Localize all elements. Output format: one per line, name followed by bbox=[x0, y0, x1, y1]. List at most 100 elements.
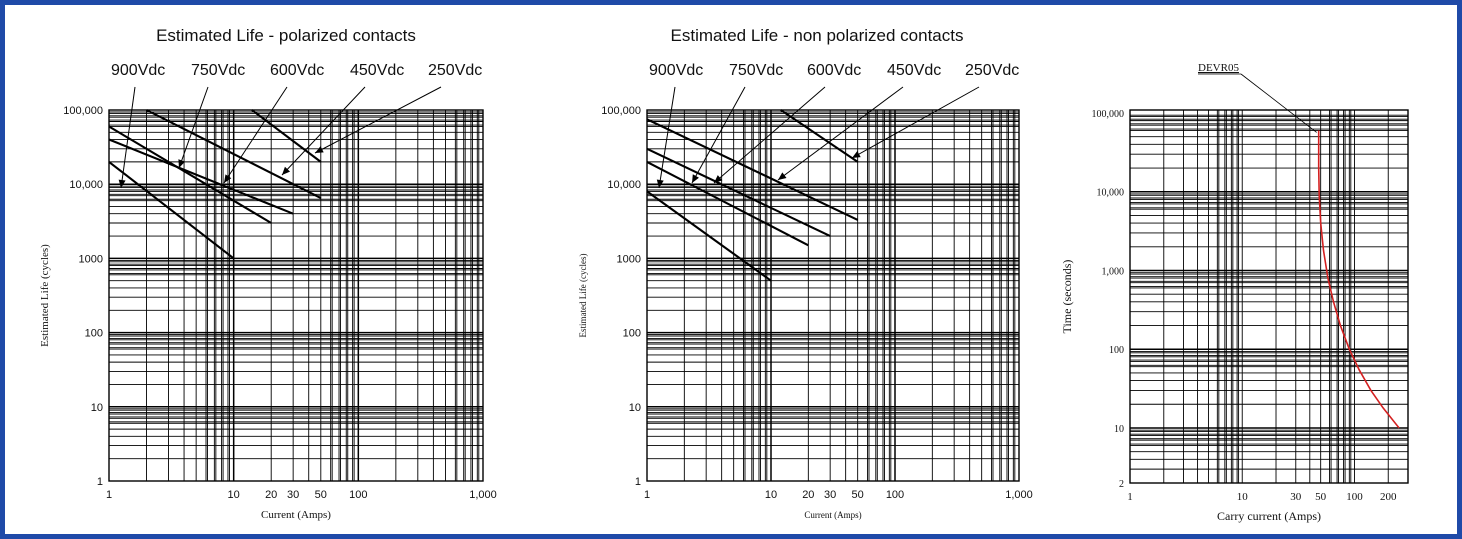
x-tick-label: 200 bbox=[1380, 491, 1397, 503]
series-line-450vdc bbox=[646, 118, 859, 221]
label-leader bbox=[691, 86, 746, 184]
y-tick-label: 100,000 bbox=[1092, 109, 1125, 120]
series-label-750vdc: 750Vdc bbox=[729, 62, 783, 79]
x-tick-label: 20 bbox=[265, 489, 277, 501]
series-label-600vdc: 600Vdc bbox=[807, 62, 861, 79]
series-label-600vdc: 600Vdc bbox=[270, 62, 324, 79]
chart-title: Estimated Life - non polarized contacts bbox=[671, 26, 964, 45]
series-line-250vdc bbox=[251, 109, 322, 163]
x-tick-label: 1 bbox=[644, 489, 650, 501]
label-leader bbox=[178, 86, 209, 169]
x-tick-label: 100 bbox=[1346, 491, 1363, 503]
arrow-head bbox=[315, 146, 324, 153]
series-line-600vdc bbox=[108, 125, 272, 224]
x-tick-label: 10 bbox=[1237, 491, 1249, 503]
x-tick-label: 30 bbox=[824, 489, 836, 501]
x-tick-label: 50 bbox=[1315, 491, 1327, 503]
plot-frame bbox=[108, 109, 484, 482]
series-line-900vdc bbox=[108, 161, 235, 260]
x-tick-label: 100 bbox=[886, 489, 904, 501]
chart-2: Estimated Life - non polarized contacts 1… bbox=[578, 26, 1033, 520]
arrow-head bbox=[178, 159, 185, 168]
arrow-head bbox=[852, 151, 861, 158]
x-tick-label: 10 bbox=[765, 489, 777, 501]
plot-frame bbox=[646, 109, 1020, 482]
series-label-250vdc: 250Vdc bbox=[428, 62, 482, 79]
arrow-head bbox=[282, 166, 291, 175]
x-tick-label: 1,000 bbox=[469, 489, 497, 501]
y-tick-label: 1,000 bbox=[1102, 266, 1125, 277]
y-tick-label: 10 bbox=[629, 402, 641, 414]
series-line-450vdc bbox=[146, 109, 322, 200]
series-line-900vdc bbox=[646, 190, 772, 282]
label-leader bbox=[658, 86, 676, 189]
y-tick-label: 10,000 bbox=[1097, 188, 1125, 199]
y-tick-label: 10 bbox=[91, 402, 103, 414]
y-tick-label: 1 bbox=[635, 476, 641, 488]
series-label-250vdc: 250Vdc bbox=[965, 62, 1019, 79]
series-label-900vdc: 900Vdc bbox=[649, 62, 703, 79]
arrow-head bbox=[656, 179, 664, 188]
chart-3: 1 10 30 50 100 200 2 10 100 1,000 10,000 100,000 Car… bbox=[1060, 62, 1409, 523]
y-tick-label: 100,000 bbox=[601, 105, 641, 117]
y-tick-label: 10,000 bbox=[607, 179, 641, 191]
chart-1: Estimated Life - polarized contacts 1 10 20… bbox=[39, 26, 497, 521]
y-tick-label: 100,000 bbox=[63, 105, 103, 117]
x-tick-label: 100 bbox=[349, 489, 367, 501]
x-gridlines bbox=[146, 110, 480, 481]
y-axis-label: Estimated Life (cycles) bbox=[39, 244, 51, 347]
x-gridlines bbox=[1163, 110, 1389, 483]
y-tick-label: 10,000 bbox=[69, 179, 103, 191]
y-gridlines bbox=[1130, 114, 1408, 470]
x-axis-label: Carry current (Amps) bbox=[1217, 509, 1321, 523]
series-label-750vdc: 750Vdc bbox=[191, 62, 245, 79]
y-tick-label: 1000 bbox=[79, 253, 103, 265]
series-label-devr05: DEVR05 bbox=[1198, 62, 1239, 74]
label-leader bbox=[713, 86, 826, 184]
y-tick-label: 2 bbox=[1119, 479, 1124, 490]
arrow-head bbox=[692, 174, 699, 183]
figure-frame: Estimated Life - polarized contacts 1 10 20… bbox=[5, 5, 1457, 534]
arrow-head bbox=[224, 174, 232, 183]
y-tick-label: 100 bbox=[85, 328, 103, 340]
label-leader bbox=[777, 86, 904, 181]
x-tick-label: 30 bbox=[1290, 491, 1302, 503]
x-axis-label: Current (Amps) bbox=[804, 510, 861, 520]
y-axis-label: Time (seconds) bbox=[1060, 260, 1074, 334]
chart-title: Estimated Life - polarized contacts bbox=[156, 26, 416, 45]
x-tick-label: 20 bbox=[802, 489, 814, 501]
series-label-450vdc: 450Vdc bbox=[887, 62, 941, 79]
plot-frame bbox=[1129, 109, 1409, 484]
series-line-750vdc bbox=[108, 138, 294, 215]
series-line-devr05 bbox=[1317, 130, 1400, 429]
label-leader bbox=[1240, 73, 1317, 133]
y-tick-label: 100 bbox=[623, 328, 641, 340]
series-line-600vdc bbox=[646, 147, 831, 238]
series-line-750vdc bbox=[646, 160, 809, 247]
y-gridlines bbox=[647, 111, 1019, 460]
label-leader bbox=[314, 86, 442, 154]
x-tick-label: 1 bbox=[1127, 491, 1133, 503]
y-tick-label: 10 bbox=[1114, 424, 1124, 435]
y-tick-label: 1000 bbox=[617, 253, 641, 265]
arrow-head bbox=[118, 179, 126, 188]
x-tick-label: 30 bbox=[287, 489, 299, 501]
series-label-900vdc: 900Vdc bbox=[111, 62, 165, 79]
arrow-head bbox=[778, 172, 787, 180]
y-tick-label: 100 bbox=[1109, 345, 1124, 356]
arrow-head bbox=[714, 175, 723, 183]
x-tick-label: 50 bbox=[315, 489, 327, 501]
x-axis-label: Current (Amps) bbox=[261, 509, 331, 521]
series-line-250vdc bbox=[780, 109, 859, 163]
label-leader bbox=[120, 86, 136, 189]
x-tick-label: 1,000 bbox=[1005, 489, 1033, 501]
x-tick-label: 10 bbox=[228, 489, 240, 501]
series-label-450vdc: 450Vdc bbox=[350, 62, 404, 79]
label-leader bbox=[223, 86, 288, 184]
y-tick-label: 1 bbox=[97, 476, 103, 488]
y-axis-label: Estimated Life (cycles) bbox=[578, 254, 588, 338]
label-leader bbox=[851, 86, 980, 159]
charts-canvas: Estimated Life - polarized contacts 1 10 20… bbox=[39, 26, 1409, 523]
label-leader bbox=[281, 86, 366, 176]
x-tick-label: 1 bbox=[106, 489, 112, 501]
